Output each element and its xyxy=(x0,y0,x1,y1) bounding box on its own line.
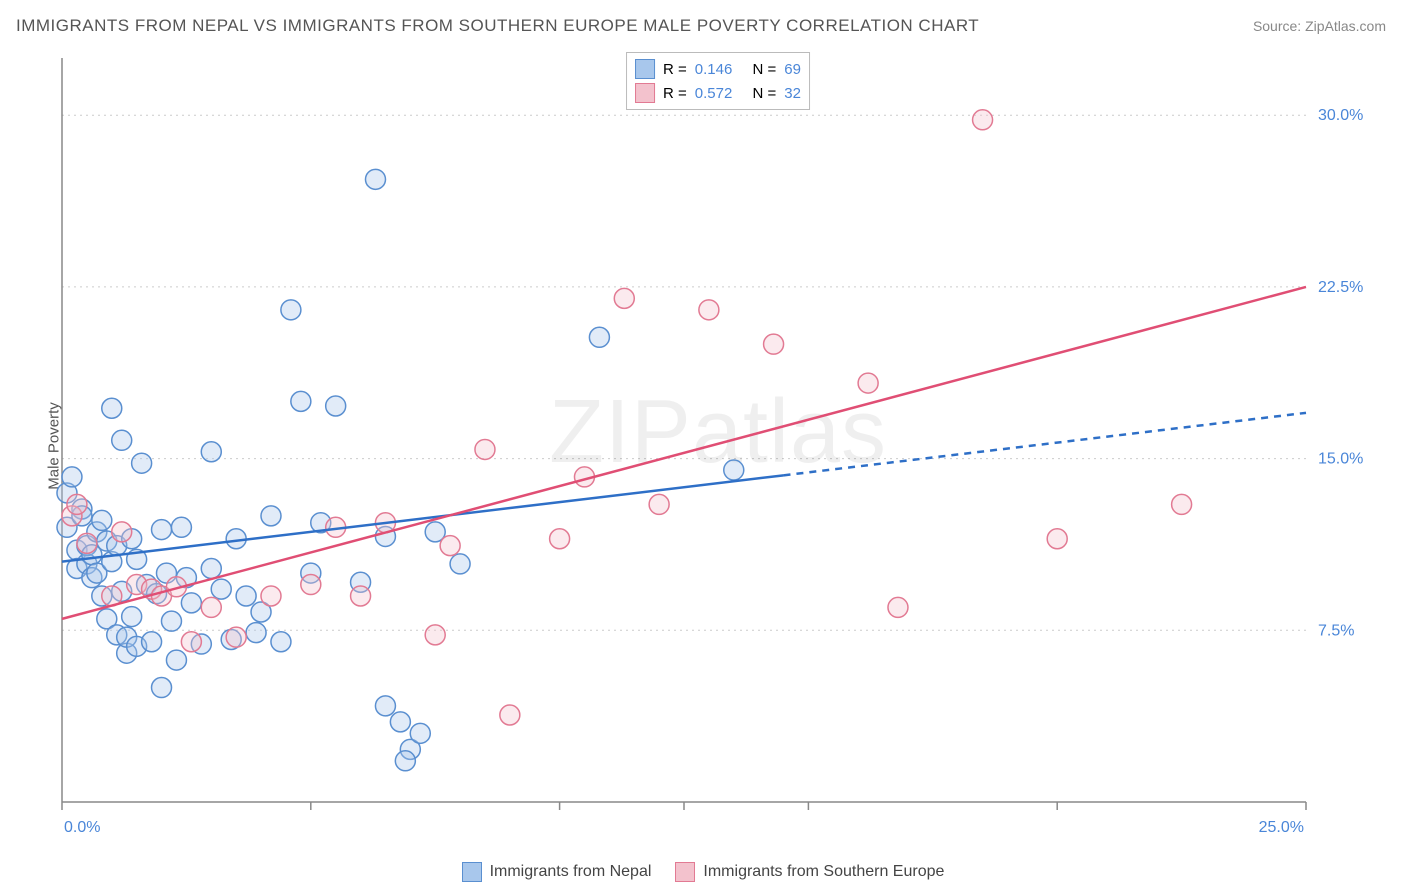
series-legend: Immigrants from Nepal Immigrants from So… xyxy=(0,862,1406,882)
series-name: Immigrants from Southern Europe xyxy=(703,863,944,881)
n-label: N = xyxy=(753,85,777,102)
n-value: 32 xyxy=(784,85,801,102)
svg-text:ZIPatlas: ZIPatlas xyxy=(549,382,887,482)
r-value: 0.572 xyxy=(695,85,733,102)
legend-row-series1: R = 0.146 N = 69 xyxy=(635,57,801,81)
legend-item-series1: Immigrants from Nepal xyxy=(462,862,652,882)
legend-item-series2: Immigrants from Southern Europe xyxy=(675,862,944,882)
r-value: 0.146 xyxy=(695,61,733,78)
svg-text:30.0%: 30.0% xyxy=(1318,107,1363,124)
svg-text:15.0%: 15.0% xyxy=(1318,451,1363,468)
legend-row-series2: R = 0.572 N = 32 xyxy=(635,81,801,105)
series-name: Immigrants from Nepal xyxy=(490,863,652,881)
r-label: R = xyxy=(663,85,687,102)
correlation-legend: R = 0.146 N = 69 R = 0.572 N = 32 xyxy=(626,52,810,110)
chart-title: IMMIGRANTS FROM NEPAL VS IMMIGRANTS FROM… xyxy=(16,16,979,36)
svg-text:7.5%: 7.5% xyxy=(1318,622,1354,639)
swatch-icon xyxy=(462,862,482,882)
n-label: N = xyxy=(753,61,777,78)
r-label: R = xyxy=(663,61,687,78)
svg-text:25.0%: 25.0% xyxy=(1259,819,1304,836)
chart-area: 7.5% 15.0% 22.5% 30.0% 0.0% 25.0% ZIPatlas R =… xyxy=(50,50,1386,842)
swatch-icon xyxy=(675,862,695,882)
svg-text:22.5%: 22.5% xyxy=(1318,279,1363,296)
n-value: 69 xyxy=(784,61,801,78)
swatch-icon xyxy=(635,59,655,79)
svg-text:0.0%: 0.0% xyxy=(64,819,100,836)
source-attribution: Source: ZipAtlas.com xyxy=(1253,18,1386,34)
swatch-icon xyxy=(635,83,655,103)
scatter-plot-svg: 7.5% 15.0% 22.5% 30.0% 0.0% 25.0% ZIPatlas xyxy=(50,50,1386,842)
